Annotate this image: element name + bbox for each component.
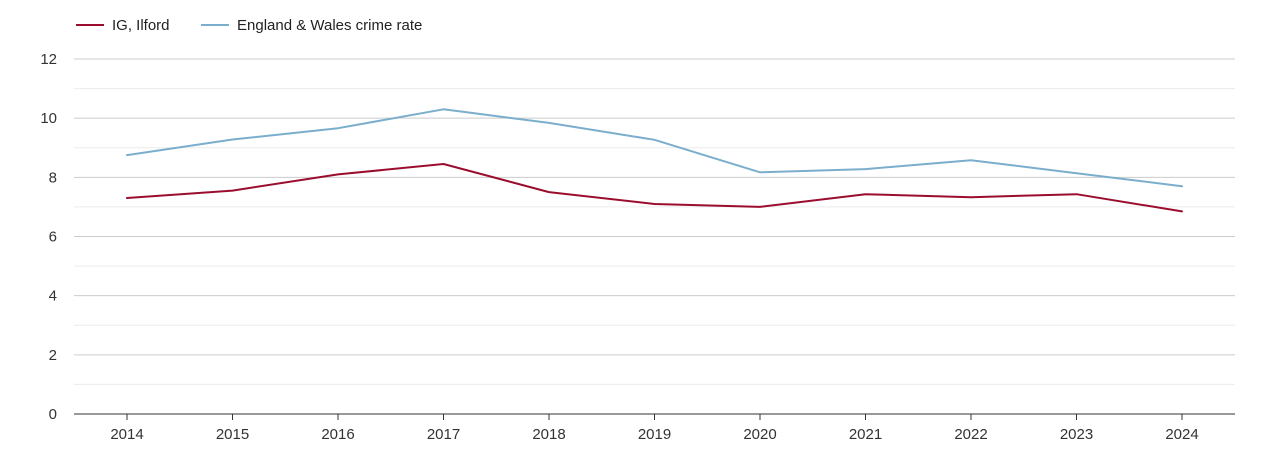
y-tick-label-10: 10 — [40, 110, 57, 127]
y-tick-label-12: 12 — [40, 51, 57, 68]
legend-label-england-wales: England & Wales crime rate — [237, 17, 422, 34]
x-tick-label-2018: 2018 — [532, 426, 565, 443]
series-line-england-wales — [126, 108, 1183, 188]
x-tick-label-2024: 2024 — [1165, 426, 1198, 443]
x-axis: 2014 2015 2016 2017 2018 2019 2020 2021 2022 2023… — [74, 413, 1235, 443]
x-tick-label-2023: 2023 — [1060, 426, 1093, 443]
x-tick-label-2015: 2015 — [216, 426, 249, 443]
x-tick-label-2016: 2016 — [321, 426, 354, 443]
series-lines — [126, 108, 1183, 213]
series-line-ilford — [126, 163, 1183, 213]
x-tick-label-2020: 2020 — [743, 426, 776, 443]
x-tick-label-2014: 2014 — [110, 426, 143, 443]
y-tick-label-6: 6 — [49, 229, 57, 246]
legend-item-ilford[interactable]: IG, Ilford — [76, 17, 170, 34]
legend[interactable]: IG, Ilford England & Wales crime rate — [76, 17, 422, 34]
x-tick-label-2019: 2019 — [638, 426, 671, 443]
y-tick-label-4: 4 — [49, 288, 57, 305]
legend-item-england-wales[interactable]: England & Wales crime rate — [201, 17, 422, 34]
x-tick-label-2017: 2017 — [427, 426, 460, 443]
y-tick-label-8: 8 — [49, 169, 57, 186]
legend-label-ilford: IG, Ilford — [112, 17, 170, 34]
y-axis: 0 2 4 6 8 10 12 — [40, 51, 57, 423]
x-tick-label-2022: 2022 — [954, 426, 987, 443]
y-tick-label-2: 2 — [49, 347, 57, 364]
y-tick-label-0: 0 — [49, 406, 57, 423]
x-tick-label-2021: 2021 — [849, 426, 882, 443]
gridlines — [74, 58, 1235, 385]
